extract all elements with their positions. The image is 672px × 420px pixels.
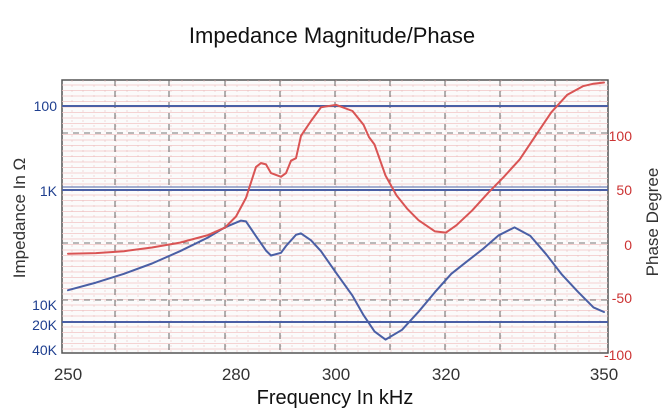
x-tick-label: 320 — [432, 365, 460, 384]
right-tick-label: 0 — [624, 237, 632, 253]
right-tick-label: 50 — [616, 182, 632, 198]
right-tick-label: 100 — [609, 128, 633, 144]
right-tick-label: -50 — [612, 290, 632, 306]
left-tick-label: 1K — [40, 183, 58, 199]
left-tick-label: 100 — [34, 98, 58, 114]
left-tick-label: 40K — [32, 342, 58, 358]
right-axis-label: Phase Degree — [643, 168, 662, 277]
left-tick-label: 20K — [32, 317, 58, 333]
phase-series-line — [67, 81, 605, 255]
x-tick-label: 350 — [590, 365, 618, 384]
chart-title: Impedance Magnitude/Phase — [189, 23, 475, 48]
left-tick-label: 10K — [32, 297, 58, 313]
left-axis-label: Impedance In Ω — [10, 158, 29, 278]
x-tick-label: 300 — [322, 365, 350, 384]
x-axis-label: Frequency In kHz — [257, 387, 414, 409]
right-tick-label: -100 — [604, 347, 632, 363]
x-tick-label: 250 — [54, 365, 82, 384]
tick-labels: 250 280 300 320 350 100 1K 10K 20K 40K 100 50 0 -50 -1… — [32, 98, 632, 384]
series-layer — [67, 81, 605, 341]
x-tick-label: 280 — [222, 365, 250, 384]
